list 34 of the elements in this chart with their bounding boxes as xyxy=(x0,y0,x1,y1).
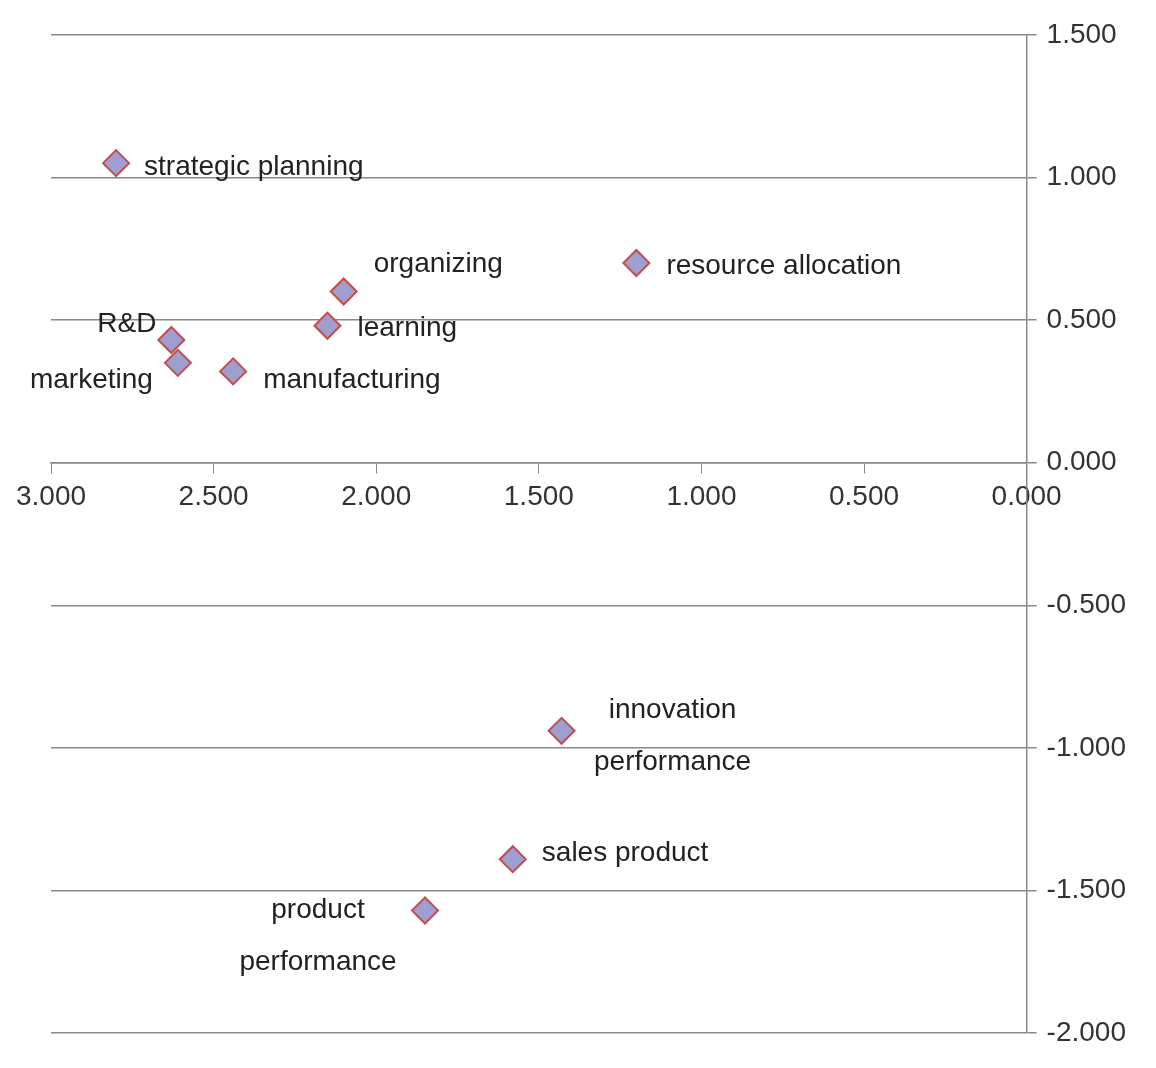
annotation: organizing xyxy=(373,247,503,279)
annotation: R&D xyxy=(97,306,157,338)
annotation: product performance xyxy=(239,893,397,977)
y-tick-label: -0.500 xyxy=(1046,588,1127,620)
annotation: marketing xyxy=(29,362,153,394)
point xyxy=(622,249,651,278)
y-tick-label: -2.000 xyxy=(1046,1015,1127,1047)
y-tick-label: -1.000 xyxy=(1046,730,1127,762)
point xyxy=(102,149,131,178)
annotation: strategic planning xyxy=(144,149,364,181)
x-tick-label: 1.000 xyxy=(666,480,737,512)
y-tick-label: 0.000 xyxy=(1046,445,1117,477)
point xyxy=(547,716,576,745)
annotation: sales product xyxy=(541,835,709,867)
point xyxy=(313,311,342,340)
y-tick-label: 1.500 xyxy=(1046,17,1117,49)
x-tick-label: 0.500 xyxy=(828,480,900,512)
annotation: manufacturing xyxy=(263,363,441,395)
point xyxy=(329,277,358,306)
x-tick-label: 3.000 xyxy=(16,480,87,512)
annotation: innovation performance xyxy=(593,692,752,776)
annotation: resource allocation xyxy=(666,248,902,280)
y-tick-label: 1.000 xyxy=(1046,160,1117,192)
y-tick-label: -1.500 xyxy=(1046,873,1127,905)
point xyxy=(157,326,186,355)
x-tick-label: 2.500 xyxy=(178,480,249,512)
x-tick-label: 1.500 xyxy=(503,480,574,512)
point xyxy=(163,348,192,377)
point xyxy=(411,896,439,925)
point xyxy=(498,845,527,874)
annotation: learning xyxy=(357,311,458,343)
x-tick-label: 2.000 xyxy=(341,480,412,512)
point xyxy=(219,357,248,386)
y-tick-label: 0.500 xyxy=(1046,302,1117,334)
